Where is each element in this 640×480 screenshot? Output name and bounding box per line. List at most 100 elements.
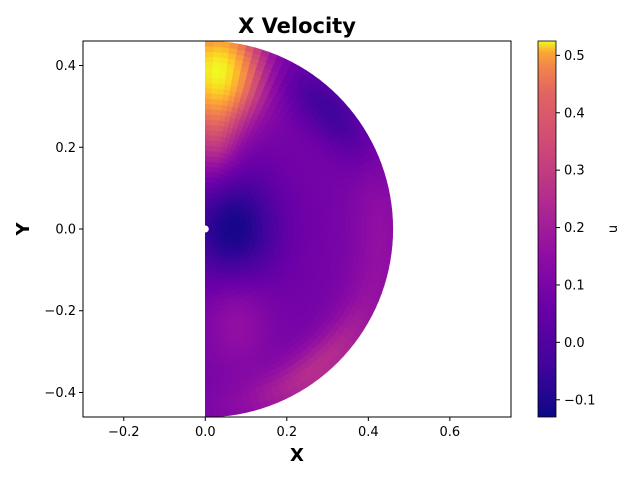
field-cell [376, 236, 383, 245]
field-cell [319, 228, 326, 235]
field-cell [216, 363, 224, 370]
field-cell [215, 103, 222, 111]
field-cell [215, 347, 222, 355]
field-cell [204, 312, 210, 319]
y-axis-title: Y [13, 222, 34, 237]
field-cell [204, 72, 213, 79]
field-cell [216, 93, 224, 100]
field-cell [251, 228, 258, 232]
field-cell [334, 210, 341, 218]
field-cell [371, 228, 378, 237]
field-cell [212, 61, 221, 69]
field-cell [210, 348, 217, 355]
field-cell [213, 124, 220, 131]
field-cell [215, 98, 223, 106]
field-cell [204, 66, 213, 73]
field-cell [339, 210, 346, 218]
field-cell [318, 238, 325, 246]
field-cell [204, 134, 210, 141]
field-cell [324, 228, 331, 235]
field-cell [204, 301, 210, 308]
x-tick-label: 0.2 [276, 425, 297, 440]
field-cell [204, 119, 211, 125]
field-cell [204, 379, 213, 386]
field-cell [204, 87, 212, 94]
field-cell [204, 129, 210, 136]
field-cell [384, 196, 392, 206]
colorbar-tick-label: −0.1 [564, 393, 596, 408]
field-cell [387, 220, 394, 230]
field-cell [340, 222, 347, 230]
field-cell [323, 212, 331, 219]
field-cell [214, 109, 222, 116]
field-cell [204, 343, 211, 350]
field-cell [298, 232, 305, 238]
field-cell [328, 239, 336, 247]
y-tick-label: 0.0 [55, 223, 76, 238]
field-cell [204, 207, 207, 214]
field-cell [277, 231, 284, 237]
field-cell [355, 228, 362, 237]
field-cell [210, 103, 217, 110]
field-cell [212, 46, 222, 53]
field-cell [335, 228, 342, 236]
field-cell [282, 232, 289, 237]
field-cell [204, 176, 208, 183]
field-cell [209, 113, 216, 121]
field-cell [209, 124, 215, 131]
field-cell [385, 204, 393, 214]
field-cell [204, 395, 214, 402]
field-cell [204, 359, 212, 366]
field-cell [208, 150, 213, 157]
field-cell [204, 51, 214, 58]
colorbar-title: u [606, 225, 621, 233]
field-cell [207, 155, 212, 162]
field-cell [350, 222, 357, 230]
field-cell [339, 216, 347, 224]
field-cell [319, 218, 326, 225]
y-tick-label: −0.2 [44, 304, 76, 319]
field-cell [228, 42, 239, 50]
field-cell [216, 88, 224, 95]
field-cell [204, 113, 211, 120]
field-cell [384, 252, 392, 262]
field-cell [204, 98, 212, 105]
field-cell [324, 233, 331, 241]
field-cell [204, 166, 209, 172]
x-tick-label: 0.0 [195, 425, 216, 440]
field-cell [339, 240, 346, 248]
field-cell [313, 233, 321, 240]
field-cell [385, 244, 393, 254]
field-cell [204, 197, 207, 204]
field-cell [371, 235, 378, 245]
field-cell [288, 228, 295, 234]
field-cell [212, 405, 222, 412]
field-cell [277, 228, 284, 233]
field-cell [386, 212, 393, 222]
chart-title: X Velocity [238, 14, 356, 38]
field-cell [214, 114, 221, 121]
field-cell [360, 235, 367, 244]
field-cell [303, 237, 310, 243]
field-cell [314, 223, 321, 230]
field-cell [204, 150, 210, 157]
field-cell [361, 228, 368, 237]
field-cell [212, 41, 222, 48]
field-cell [371, 213, 378, 223]
field-cell [204, 406, 214, 413]
field-cell [303, 228, 310, 234]
field-cell [339, 234, 347, 242]
field-cell [288, 224, 295, 230]
field-cell [204, 400, 214, 407]
velocity-field [201, 41, 394, 417]
field-cell [212, 410, 222, 417]
field-cell [360, 214, 367, 223]
field-cell [213, 129, 219, 137]
field-cell [209, 108, 217, 115]
field-cell [298, 228, 305, 234]
y-tick-label: 0.2 [55, 141, 76, 156]
field-cell [262, 228, 269, 233]
field-cell [329, 234, 336, 241]
field-cell [211, 77, 219, 84]
